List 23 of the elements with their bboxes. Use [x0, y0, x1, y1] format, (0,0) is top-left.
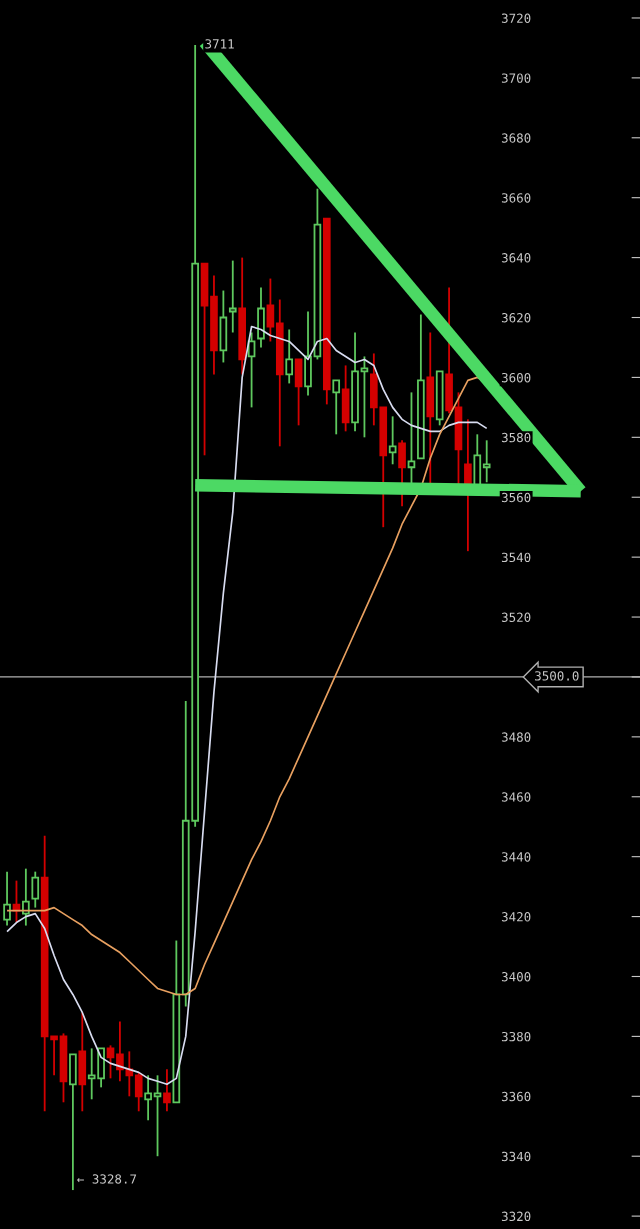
y-tick-label: 3700 [501, 73, 531, 83]
y-tick-label: 3540 [501, 552, 531, 563]
y-tick-label: 3320 [501, 1211, 531, 1222]
y-tick-label: 3360 [501, 1091, 531, 1102]
y-tick-label: 3560 [501, 492, 531, 503]
ref-line-label: 3500.0 [535, 671, 579, 681]
y-tick-label: 3600 [501, 372, 531, 383]
y-tick-label: 3680 [501, 133, 531, 143]
y-tick-label: 3720 [501, 13, 531, 23]
y-tick-label: 3520 [501, 612, 531, 623]
y-tick-label: 3660 [501, 193, 531, 203]
y-tick-label: 3440 [501, 852, 531, 862]
y-tick-label: 3380 [501, 1031, 531, 1042]
y-tick-label: 3340 [501, 1151, 531, 1162]
y-tick-label: 3620 [501, 313, 531, 323]
y-tick-label: 3420 [501, 912, 531, 922]
y-tick-label: 3640 [501, 253, 531, 263]
y-tick-label: 3400 [501, 972, 531, 982]
y-tick-label: 3460 [501, 792, 531, 802]
y-tick-label: 3580 [501, 432, 531, 443]
annotation: 3711 [205, 39, 234, 49]
annotation: ← 3328.7 [77, 1174, 137, 1184]
y-tick-label: 3480 [501, 732, 531, 742]
